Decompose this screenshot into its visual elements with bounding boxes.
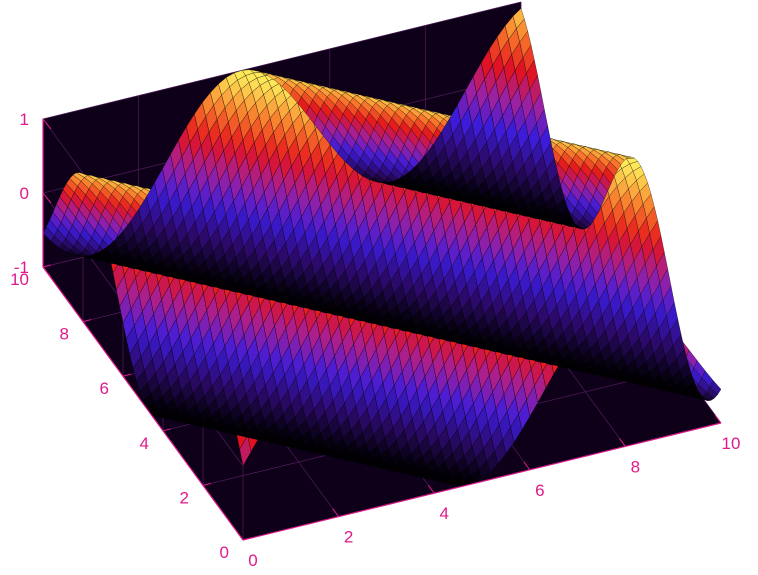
y-tick-mark (122, 373, 132, 377)
y-tick-label: 0 (220, 543, 229, 562)
x-tick-mark (619, 438, 626, 447)
x-tick-label: 10 (722, 434, 741, 453)
z-tick-label: 0 (20, 184, 29, 203)
z-tick-mark (42, 192, 52, 204)
z-tick-mark (42, 266, 52, 278)
x-tick-label: 6 (535, 481, 544, 500)
y-tick-label: 8 (60, 325, 69, 344)
x-tick-label: 2 (344, 528, 353, 547)
x-tick-mark (236, 531, 244, 541)
x-tick-mark (332, 508, 340, 517)
z-tick-label: 1 (20, 110, 29, 129)
z-tick-label: -1 (14, 258, 29, 277)
y-tick-mark (202, 482, 212, 486)
y-tick-label: 2 (180, 488, 189, 507)
z-tick-mark (42, 118, 52, 130)
x-tick-mark (427, 484, 435, 494)
y-tick-mark (162, 428, 172, 432)
y-axis-line (42, 266, 244, 541)
y-tick-mark (42, 264, 52, 268)
y-tick-label: 6 (100, 379, 109, 398)
y-tick-label: 10 (10, 270, 29, 289)
x-tick-label: 0 (248, 551, 257, 570)
x-tick-mark (714, 414, 722, 424)
x-tick-mark (523, 461, 531, 471)
x-tick-label: 8 (631, 457, 640, 476)
y-tick-label: 4 (140, 434, 149, 453)
x-tick-label: 4 (439, 504, 448, 523)
y-tick-mark (242, 537, 252, 541)
surface-mesh (42, 8, 722, 487)
x-axis-line (242, 422, 722, 541)
y-tick-mark (82, 319, 92, 323)
surface-patch (42, 226, 55, 242)
